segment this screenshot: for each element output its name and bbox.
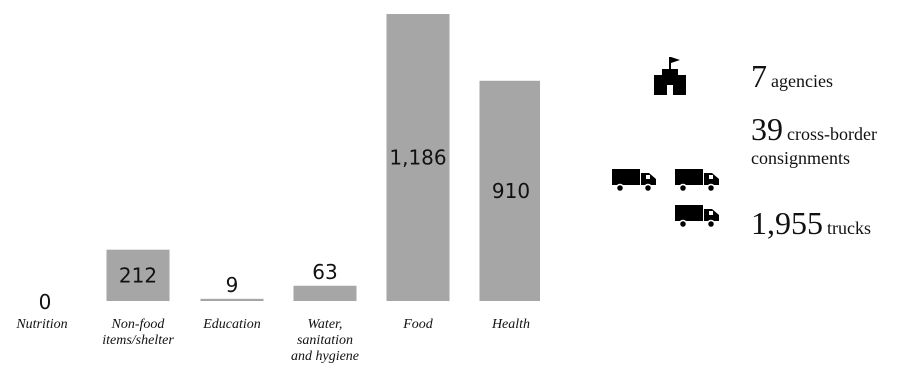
agencies-label: agencies: [771, 71, 833, 91]
category-label: and hygiene: [291, 349, 359, 364]
consignments-number: 39: [751, 111, 783, 147]
category-label: Food: [402, 317, 434, 332]
data-label: 9: [226, 273, 239, 297]
stat-consignments: 39 cross-border consignments: [751, 110, 877, 170]
category-label: Health: [491, 317, 530, 332]
truck-icon: [675, 205, 719, 229]
truck-icon: [675, 169, 719, 193]
data-label: 910: [492, 179, 530, 203]
stat-trucks: 1,955 trucks: [751, 205, 871, 242]
bar: [386, 14, 450, 301]
trucks-label: trucks: [827, 218, 871, 238]
stat-agencies: 7 agencies: [751, 58, 833, 95]
bar: [200, 298, 264, 301]
category-label: Non-food: [111, 317, 166, 332]
trucks-number: 1,955: [751, 205, 823, 241]
bar: [293, 285, 357, 301]
consignments-label-line1: cross-border: [787, 124, 877, 144]
data-label: 63: [312, 260, 337, 284]
consignments-label-line2: consignments: [751, 148, 850, 169]
data-label: 0: [39, 290, 52, 314]
category-label: Nutrition: [15, 317, 67, 332]
category-label: Water,: [308, 317, 343, 332]
category-label: items/shelter: [102, 333, 174, 348]
bar: [106, 249, 170, 301]
bar: [479, 80, 540, 301]
category-label: sanitation: [297, 333, 353, 348]
building-flag-icon: [654, 57, 686, 95]
category-label: Education: [202, 317, 261, 332]
summary-stats: 7 agencies 39 cross-border consignments …: [600, 0, 919, 368]
data-label: 1,186: [389, 146, 446, 170]
agencies-number: 7: [751, 58, 767, 94]
data-label: 212: [119, 263, 157, 287]
truck-icon: [612, 169, 656, 193]
